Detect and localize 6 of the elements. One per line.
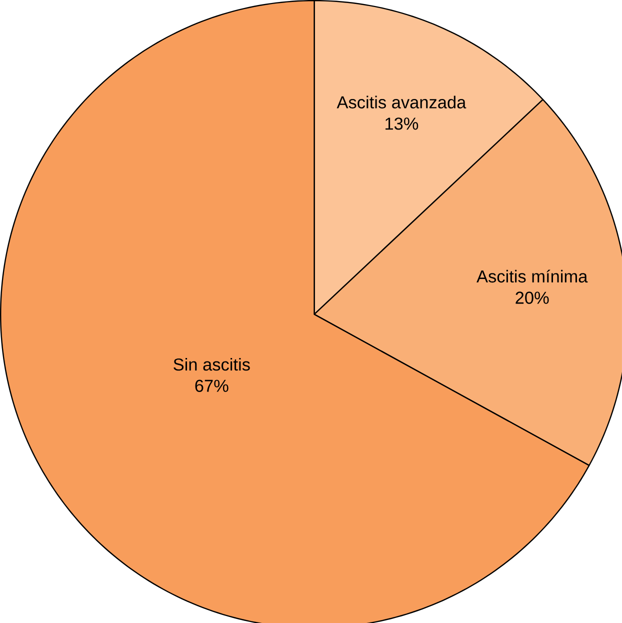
data-label: 13%: [386, 118, 418, 130]
data-label: 67%: [195, 380, 228, 392]
data-label: 20%: [516, 292, 549, 304]
slice-label: Ascitis mínima: [476, 270, 588, 283]
slice-label: Ascitis avanzada: [336, 96, 466, 108]
slice-label: Sin ascitis: [174, 358, 250, 371]
